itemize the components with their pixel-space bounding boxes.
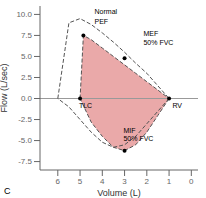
svg-text:5: 5 [78, 177, 83, 186]
svg-text:Normal: Normal [95, 8, 118, 15]
svg-text:TLC: TLC [79, 102, 92, 109]
svg-text:2: 2 [145, 177, 150, 186]
svg-text:2.5: 2.5 [21, 73, 33, 82]
svg-text:PEF: PEF [95, 18, 109, 25]
svg-text:3: 3 [122, 177, 127, 186]
svg-text:Volume (L): Volume (L) [97, 188, 141, 198]
svg-text:-7.5: -7.5 [18, 157, 32, 166]
svg-text:Flow (L/sec): Flow (L/sec) [8, 63, 9, 112]
svg-text:MEF: MEF [143, 30, 158, 37]
svg-text:RV: RV [172, 102, 182, 109]
svg-text:7.5: 7.5 [21, 31, 33, 40]
svg-text:10.0: 10.0 [16, 10, 32, 19]
svg-text:5.0: 5.0 [21, 52, 33, 61]
svg-text:-2.5: -2.5 [18, 115, 32, 124]
html-text:C: C [4, 186, 11, 196]
svg-text:50% FVC: 50% FVC [123, 135, 153, 142]
svg-text:4: 4 [100, 177, 105, 186]
svg-text:50% FVC: 50% FVC [143, 39, 173, 46]
svg-text:MIF: MIF [123, 127, 135, 134]
svg-text:0: 0 [189, 177, 194, 186]
svg-text:-5.0: -5.0 [18, 136, 32, 145]
svg-text:6: 6 [56, 177, 61, 186]
svg-text:0.0: 0.0 [21, 94, 33, 103]
svg-text:1: 1 [167, 177, 172, 186]
